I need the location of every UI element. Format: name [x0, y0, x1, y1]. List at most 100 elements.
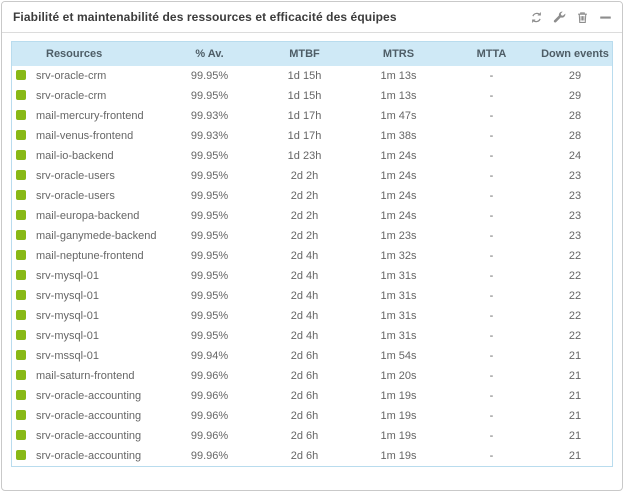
- mtta-cell: -: [489, 150, 494, 162]
- mtta-cell: -: [489, 290, 494, 302]
- down-events-cell: 21: [568, 370, 582, 382]
- resource-cell: srv-oracle-accounting: [12, 446, 162, 466]
- table-row: mail-ganymede-backend 99.95% 2d 2h 1m 23…: [12, 226, 612, 246]
- down-events-cell: 22: [568, 310, 582, 322]
- mtbf-cell: 2d 2h: [290, 190, 319, 202]
- mtbf-cell: 1d 15h: [287, 70, 322, 82]
- mtrs-cell: 1m 20s: [380, 370, 417, 382]
- status-up-icon: [16, 190, 26, 200]
- table-row: srv-oracle-accounting 99.96% 2d 6h 1m 19…: [12, 406, 612, 426]
- table-row: mail-io-backend 99.95% 1d 23h 1m 24s - 2…: [12, 146, 612, 166]
- mtta-cell: -: [489, 430, 494, 442]
- resource-name: mail-mercury-frontend: [36, 110, 144, 122]
- table-row: mail-neptune-frontend 99.95% 2d 4h 1m 32…: [12, 246, 612, 266]
- table-row: srv-oracle-crm 99.95% 1d 15h 1m 13s - 29: [12, 66, 612, 86]
- mtbf-cell: 2d 6h: [290, 390, 319, 402]
- mtbf-cell: 1d 15h: [287, 90, 322, 102]
- mtbf-cell: 2d 2h: [290, 210, 319, 222]
- mtrs-cell: 1m 24s: [380, 170, 417, 182]
- down-events-cell: 28: [568, 130, 582, 142]
- mtta-cell: -: [489, 330, 494, 342]
- resource-cell: srv-mysql-01: [12, 266, 162, 286]
- mtrs-cell: 1m 19s: [380, 450, 417, 462]
- mtbf-cell: 2d 6h: [290, 370, 319, 382]
- mtta-cell: -: [489, 70, 494, 82]
- down-events-cell: 23: [568, 210, 582, 222]
- status-up-icon: [16, 270, 26, 280]
- column-header-down-events: Down events: [538, 42, 612, 66]
- resource-cell: mail-saturn-frontend: [12, 366, 162, 386]
- resource-name: mail-europa-backend: [36, 210, 140, 222]
- status-up-icon: [16, 430, 26, 440]
- mtrs-cell: 1m 31s: [380, 290, 417, 302]
- table-row: srv-oracle-accounting 99.96% 2d 6h 1m 19…: [12, 386, 612, 406]
- table-row: srv-oracle-accounting 99.96% 2d 6h 1m 19…: [12, 426, 612, 446]
- mtbf-cell: 1d 17h: [287, 130, 322, 142]
- resource-name: srv-oracle-users: [36, 190, 115, 202]
- widget-title: Fiabilité et maintenabilité des ressourc…: [13, 10, 397, 24]
- wrench-icon: [553, 11, 566, 24]
- down-events-cell: 23: [568, 170, 582, 182]
- status-up-icon: [16, 310, 26, 320]
- resource-name: srv-mysql-01: [36, 270, 99, 282]
- mtbf-cell: 2d 6h: [290, 430, 319, 442]
- refresh-icon: [530, 11, 543, 24]
- resource-cell: srv-mysql-01: [12, 286, 162, 306]
- resource-name: srv-mysql-01: [36, 290, 99, 302]
- table-row: mail-saturn-frontend 99.96% 2d 6h 1m 20s…: [12, 366, 612, 386]
- availability-cell: 99.96%: [190, 410, 229, 422]
- availability-cell: 99.95%: [190, 210, 229, 222]
- mtbf-cell: 2d 4h: [290, 250, 319, 262]
- mtta-cell: -: [489, 210, 494, 222]
- mtbf-cell: 2d 4h: [290, 330, 319, 342]
- mtbf-cell: 2d 2h: [290, 170, 319, 182]
- refresh-button[interactable]: [529, 10, 543, 24]
- status-up-icon: [16, 330, 26, 340]
- availability-cell: 99.96%: [190, 370, 229, 382]
- resource-name: srv-oracle-accounting: [36, 410, 142, 422]
- resource-cell: srv-oracle-crm: [12, 86, 162, 106]
- mtrs-cell: 1m 47s: [380, 110, 417, 122]
- mtrs-cell: 1m 13s: [380, 70, 417, 82]
- availability-cell: 99.96%: [190, 430, 229, 442]
- resource-name: mail-saturn-frontend: [36, 370, 135, 382]
- resource-cell: srv-mysql-01: [12, 326, 162, 346]
- delete-button[interactable]: [575, 10, 589, 24]
- table-row: mail-venus-frontend 99.93% 1d 17h 1m 38s…: [12, 126, 612, 146]
- resource-cell: mail-neptune-frontend: [12, 246, 162, 266]
- configure-button[interactable]: [552, 10, 566, 24]
- down-events-cell: 21: [568, 430, 582, 442]
- resource-cell: srv-oracle-users: [12, 186, 162, 206]
- status-up-icon: [16, 130, 26, 140]
- resource-name: srv-oracle-accounting: [36, 430, 142, 442]
- mtta-cell: -: [489, 450, 494, 462]
- resource-cell: srv-oracle-crm: [12, 66, 162, 86]
- status-up-icon: [16, 110, 26, 120]
- resource-cell: mail-europa-backend: [12, 206, 162, 226]
- mtrs-cell: 1m 19s: [380, 390, 417, 402]
- mtta-cell: -: [489, 130, 494, 142]
- mtrs-cell: 1m 31s: [380, 330, 417, 342]
- collapse-button[interactable]: [598, 10, 612, 24]
- down-events-cell: 29: [568, 90, 582, 102]
- mtbf-cell: 2d 4h: [290, 290, 319, 302]
- mtta-cell: -: [489, 310, 494, 322]
- availability-cell: 99.95%: [190, 310, 229, 322]
- resource-name: srv-mssql-01: [36, 350, 99, 362]
- resource-cell: mail-mercury-frontend: [12, 106, 162, 126]
- metrics-table: Resources % Av. MTBF MTRS MTTA Down even…: [12, 42, 612, 466]
- mtrs-cell: 1m 13s: [380, 90, 417, 102]
- table-row: srv-mysql-01 99.95% 2d 4h 1m 31s - 22: [12, 286, 612, 306]
- down-events-cell: 21: [568, 350, 582, 362]
- table-row: srv-mysql-01 99.95% 2d 4h 1m 31s - 22: [12, 326, 612, 346]
- mtrs-cell: 1m 54s: [380, 350, 417, 362]
- mtbf-cell: 2d 2h: [290, 230, 319, 242]
- status-up-icon: [16, 410, 26, 420]
- mtrs-cell: 1m 31s: [380, 270, 417, 282]
- mtrs-cell: 1m 38s: [380, 130, 417, 142]
- trash-icon: [576, 11, 589, 24]
- resource-name: srv-mysql-01: [36, 330, 99, 342]
- resource-cell: srv-oracle-accounting: [12, 406, 162, 426]
- status-up-icon: [16, 230, 26, 240]
- status-up-icon: [16, 250, 26, 260]
